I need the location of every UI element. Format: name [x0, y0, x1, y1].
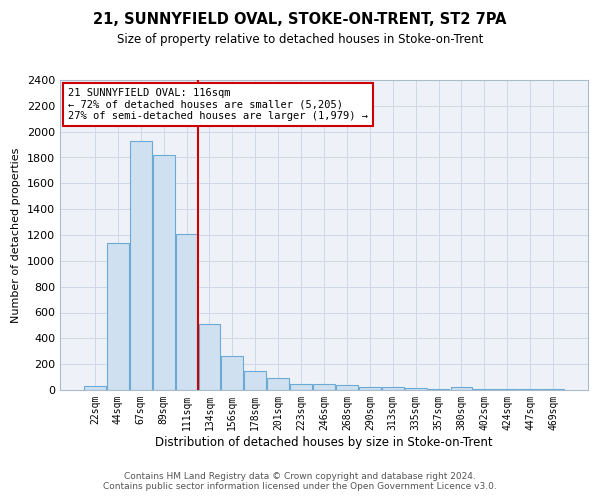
Bar — [84, 386, 106, 390]
Bar — [336, 385, 358, 390]
Bar — [405, 388, 427, 390]
Bar — [313, 384, 335, 390]
Bar — [107, 243, 128, 390]
Bar — [176, 234, 197, 390]
Bar — [290, 384, 312, 390]
Bar — [267, 378, 289, 390]
Bar — [451, 388, 472, 390]
Bar — [359, 387, 381, 390]
Bar — [130, 140, 152, 390]
Bar — [199, 324, 220, 390]
Bar — [382, 388, 404, 390]
Bar — [153, 155, 175, 390]
Text: 21, SUNNYFIELD OVAL, STOKE-ON-TRENT, ST2 7PA: 21, SUNNYFIELD OVAL, STOKE-ON-TRENT, ST2… — [93, 12, 507, 28]
Text: 21 SUNNYFIELD OVAL: 116sqm
← 72% of detached houses are smaller (5,205)
27% of s: 21 SUNNYFIELD OVAL: 116sqm ← 72% of deta… — [68, 88, 368, 121]
Bar — [428, 388, 449, 390]
Text: Size of property relative to detached houses in Stoke-on-Trent: Size of property relative to detached ho… — [117, 32, 483, 46]
Y-axis label: Number of detached properties: Number of detached properties — [11, 148, 22, 322]
Text: Contains HM Land Registry data © Crown copyright and database right 2024.: Contains HM Land Registry data © Crown c… — [124, 472, 476, 481]
Text: Contains public sector information licensed under the Open Government Licence v3: Contains public sector information licen… — [103, 482, 497, 491]
X-axis label: Distribution of detached houses by size in Stoke-on-Trent: Distribution of detached houses by size … — [155, 436, 493, 448]
Bar — [244, 370, 266, 390]
Bar — [221, 356, 243, 390]
